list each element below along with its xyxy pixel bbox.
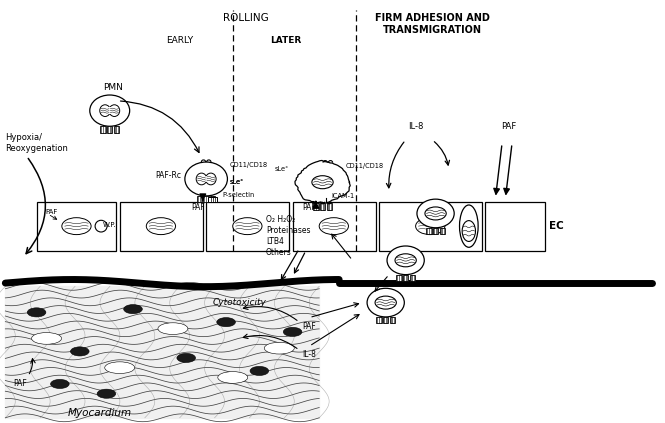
Bar	[107, 107, 112, 114]
Text: IL-8: IL-8	[408, 122, 424, 132]
Ellipse shape	[425, 207, 446, 220]
Ellipse shape	[109, 105, 120, 116]
Ellipse shape	[312, 176, 333, 189]
Text: sLeˣ: sLeˣ	[229, 179, 243, 184]
Ellipse shape	[97, 389, 116, 398]
Bar	[440, 228, 445, 234]
Bar	[210, 196, 215, 202]
Text: ICAM-1: ICAM-1	[332, 193, 355, 199]
Ellipse shape	[205, 173, 216, 185]
Ellipse shape	[265, 342, 294, 354]
Bar	[37, 202, 116, 250]
Ellipse shape	[27, 308, 46, 317]
Text: PAF: PAF	[501, 122, 516, 132]
Text: EC: EC	[549, 221, 563, 231]
Ellipse shape	[217, 318, 235, 327]
Text: sLeˣ: sLeˣ	[229, 179, 243, 184]
Ellipse shape	[100, 105, 110, 116]
Text: Hypoxia/
Reoxygenation: Hypoxia/ Reoxygenation	[5, 134, 68, 153]
Bar	[403, 275, 408, 281]
Bar	[203, 196, 209, 202]
Text: PAF: PAF	[303, 322, 316, 331]
Text: PMN: PMN	[103, 83, 123, 92]
Text: PAF: PAF	[192, 203, 205, 212]
Bar	[114, 126, 119, 133]
Bar	[120, 202, 203, 250]
Text: PAF: PAF	[13, 379, 27, 388]
Ellipse shape	[105, 362, 134, 374]
Bar	[197, 196, 202, 202]
Bar	[410, 275, 415, 281]
Text: IL-8: IL-8	[303, 350, 316, 359]
Text: EARLY: EARLY	[166, 36, 193, 45]
Ellipse shape	[417, 199, 454, 228]
Bar	[206, 202, 289, 250]
Text: CD11/CD18: CD11/CD18	[229, 162, 267, 168]
Ellipse shape	[158, 323, 188, 335]
Ellipse shape	[196, 173, 207, 185]
Ellipse shape	[283, 327, 302, 336]
Text: sLeˣ: sLeˣ	[275, 166, 289, 172]
Ellipse shape	[460, 205, 478, 247]
Text: ROLLING: ROLLING	[223, 13, 269, 23]
Text: LTB4: LTB4	[266, 237, 284, 246]
Ellipse shape	[32, 332, 61, 344]
Ellipse shape	[62, 218, 91, 235]
Ellipse shape	[395, 254, 416, 267]
Text: Cytotoxicity: Cytotoxicity	[212, 298, 267, 307]
Bar	[327, 203, 332, 209]
Bar	[383, 317, 388, 324]
Ellipse shape	[218, 371, 248, 383]
Bar	[376, 317, 382, 324]
Bar	[320, 203, 325, 209]
Text: O₂ H₂O₂: O₂ H₂O₂	[266, 215, 295, 224]
Text: P-selectin: P-selectin	[222, 192, 254, 198]
Bar	[426, 228, 432, 234]
Ellipse shape	[375, 296, 396, 309]
Ellipse shape	[146, 218, 176, 235]
Bar	[390, 317, 395, 324]
Text: PAF: PAF	[45, 209, 58, 214]
Bar	[293, 202, 376, 250]
Bar	[396, 275, 402, 281]
Text: Others: Others	[266, 248, 292, 257]
Bar	[107, 126, 112, 133]
Text: Proteinases: Proteinases	[266, 226, 311, 235]
Ellipse shape	[387, 246, 424, 275]
Ellipse shape	[185, 162, 227, 196]
Ellipse shape	[90, 95, 130, 126]
Ellipse shape	[233, 218, 262, 235]
Ellipse shape	[70, 347, 89, 356]
Ellipse shape	[124, 305, 142, 314]
Bar	[433, 228, 438, 234]
Bar	[100, 126, 106, 133]
Bar	[313, 203, 319, 209]
Text: PAF-Rc: PAF-Rc	[155, 171, 181, 180]
Text: W.P.: W.P.	[102, 222, 116, 228]
Text: PAF: PAF	[303, 203, 316, 212]
Bar	[379, 202, 482, 250]
Text: Myocardium: Myocardium	[68, 408, 132, 418]
Polygon shape	[295, 160, 350, 203]
Text: FIRM ADHESION AND
TRANSMIGRATION: FIRM ADHESION AND TRANSMIGRATION	[375, 13, 489, 35]
Bar	[485, 202, 545, 250]
Text: CD11/CD18: CD11/CD18	[346, 163, 384, 169]
Ellipse shape	[319, 218, 348, 235]
Bar	[203, 176, 209, 182]
Ellipse shape	[416, 218, 445, 235]
Ellipse shape	[177, 353, 196, 363]
Ellipse shape	[250, 366, 269, 376]
Ellipse shape	[462, 221, 475, 242]
Bar	[208, 197, 217, 202]
Ellipse shape	[51, 379, 69, 388]
Ellipse shape	[367, 288, 404, 317]
Text: LATER: LATER	[271, 36, 301, 45]
